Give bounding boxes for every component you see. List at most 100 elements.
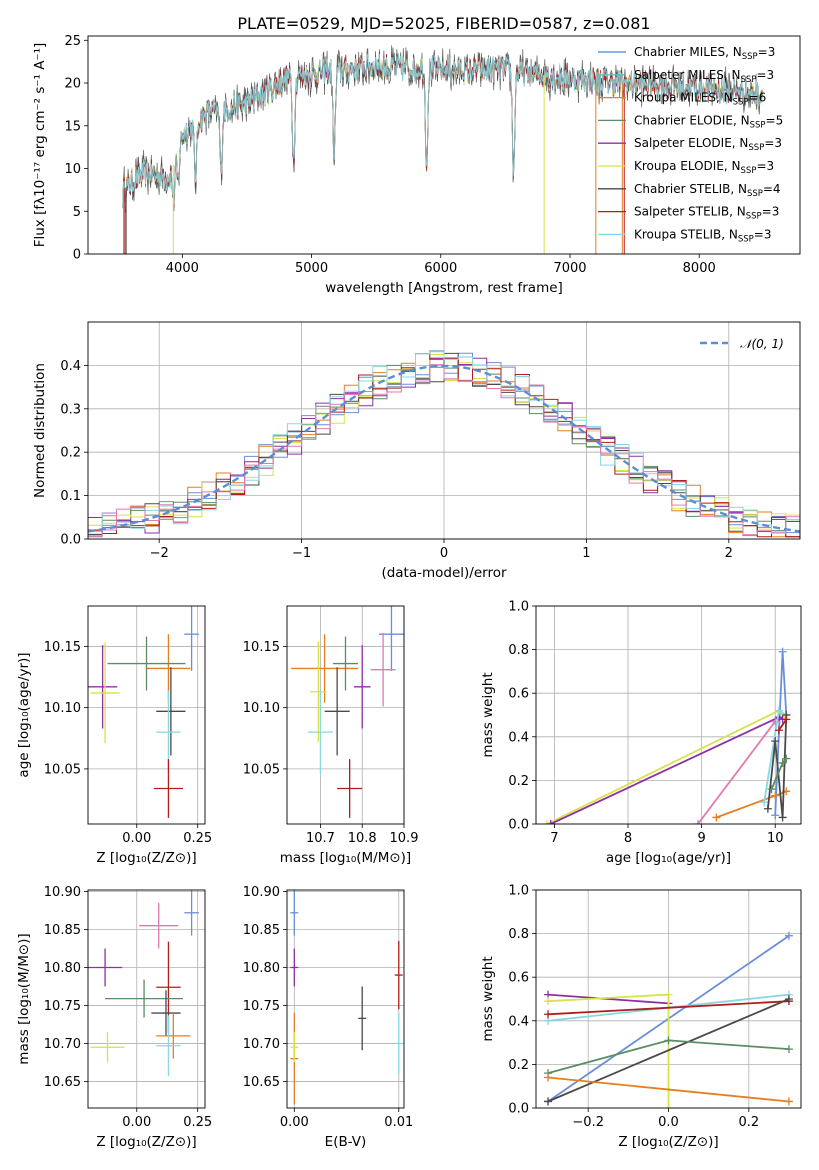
weight-line [767, 714, 788, 818]
x-axis-label: mass [log₁₀(M/M⊙)] [280, 850, 411, 866]
y-tick-label: 10.75 [243, 999, 280, 1014]
x-tick-label: 10.9 [390, 831, 419, 846]
x-axis-label: Z [log₁₀(Z/Z⊙)] [618, 1134, 718, 1150]
weight-point-marker [763, 804, 772, 813]
grid-lines [536, 605, 801, 825]
weight-point-marker [784, 1097, 793, 1106]
legend-entry: Salpeter ELODIE, NSSP=3 [634, 136, 782, 153]
weight-point-marker [782, 754, 791, 763]
weight-point-marker [543, 820, 552, 824]
legend-nssp-value: =3 [756, 68, 774, 82]
mass-vs-reddening-panel: 0.00 0.01 10.65 10.70 10.75 10.80 10.85 10.90 E(… [243, 885, 413, 1150]
ticks: 0.00 0.25 10.05 10.10 10.15 [44, 640, 212, 846]
spectrum-lines [122, 45, 763, 254]
y-axis-label: Flux [fλ10⁻¹⁷ erg cm⁻² s⁻¹ A⁻¹] [32, 43, 48, 248]
y-tick-label: 0.0 [508, 1102, 529, 1117]
data-point [151, 990, 181, 1036]
y-tick-label: 15 [64, 119, 81, 134]
y-tick-label: 10.80 [243, 961, 280, 976]
legend-nssp-value: =3 [764, 136, 782, 150]
spectrum-panel: 4000 5000 6000 7000 8000 0 5 10 15 20 25 wavelength… [32, 34, 801, 296]
weight-line [697, 720, 776, 824]
data-point [153, 759, 184, 818]
x-tick-label: 0.25 [183, 831, 212, 846]
legend-model-name: Kroupa STELIB, N [634, 227, 738, 241]
weight-point-marker [712, 813, 721, 822]
y-tick-label: 10 [64, 162, 81, 177]
legend-nssp-value: =3 [758, 45, 776, 59]
weight-point-marker [778, 813, 787, 822]
y-tick-label: 10.15 [243, 640, 280, 655]
weight-line [547, 1000, 790, 1016]
x-tick-label: 10 [767, 831, 784, 846]
grid-lines [287, 890, 404, 1108]
y-tick-label: 10.65 [243, 1075, 280, 1090]
ticks: 10.7 10.8 10.9 10.05 10.10 10.15 [243, 640, 419, 846]
error-bar-points [88, 606, 199, 818]
legend-model-name: Kroupa MILES, N [634, 91, 733, 105]
data-point [156, 1015, 181, 1077]
data-point [370, 632, 396, 707]
x-tick-label: 0.0 [658, 1115, 679, 1130]
y-tick-label: 5 [73, 205, 81, 220]
normal-reference-curve [88, 364, 800, 533]
legend: 𝒩(0, 1) [700, 337, 784, 351]
data-point [358, 986, 367, 1051]
ticks: 0.00 0.25 10.65 10.70 10.75 10.80 10.85 10.90 [44, 885, 212, 1130]
y-tick-label: 10.75 [44, 999, 81, 1014]
y-tick-label: 25 [64, 34, 81, 49]
x-tick-label: 5000 [295, 261, 328, 276]
y-tick-label: 0.8 [508, 643, 529, 658]
x-tick-label: 0.25 [183, 1115, 212, 1130]
y-tick-label: 0.6 [508, 971, 529, 986]
y-tick-label: 1.0 [508, 884, 529, 899]
axes-frame [87, 605, 206, 825]
y-tick-label: 0.0 [508, 818, 529, 833]
legend-subscript: SSP [741, 75, 757, 85]
y-tick-label: 10.05 [44, 762, 81, 777]
legend-entry: Kroupa ELODIE, NSSP=3 [634, 159, 774, 176]
x-axis-label: E(B-V) [325, 1134, 367, 1150]
weight-point-marker [784, 1045, 793, 1054]
legend-model-name: Chabrier ELODIE, N [634, 113, 750, 127]
axes-frame [87, 321, 801, 540]
data-point [290, 948, 299, 987]
x-tick-label: −2 [150, 546, 169, 561]
data-point [394, 940, 403, 1010]
x-tick-label: 6000 [424, 261, 457, 276]
data-point [184, 606, 199, 671]
y-tick-label: 0.4 [508, 730, 529, 745]
legend-entry: 𝒩(0, 1) [740, 337, 784, 351]
x-tick-label: 8 [624, 831, 632, 846]
legend-subscript: SSP [747, 189, 763, 199]
weight-point-marker [544, 1073, 553, 1082]
y-tick-label: 10.05 [243, 762, 280, 777]
weight-line [547, 993, 669, 1005]
weight-point-marker [771, 791, 780, 800]
x-tick-label: 9 [697, 831, 705, 846]
data-point [90, 1032, 125, 1063]
y-tick-label: 10.85 [243, 923, 280, 938]
legend-model-name: Chabrier STELIB, N [634, 182, 747, 196]
x-tick-label: 0.2 [738, 1115, 759, 1130]
spectrum-line [122, 53, 763, 204]
y-axis-label: age [log₁₀(age/yr)] [16, 652, 32, 777]
legend-subscript: SSP [748, 143, 764, 153]
legend-model-name: Salpeter STELIB, N [634, 205, 746, 219]
x-axis-label: Z [log₁₀(Z/Z⊙)] [96, 1134, 196, 1150]
weight-point-marker [544, 1097, 553, 1106]
weight-point-marker [771, 811, 780, 820]
weight-point-marker [760, 798, 769, 807]
x-axis-label: (data-model)/error [381, 565, 507, 581]
weight-point-marker [774, 706, 783, 715]
weight-point-marker [778, 758, 787, 767]
legend-model-name: Salpeter ELODIE, N [634, 136, 748, 150]
y-tick-label: 0.2 [508, 1058, 529, 1073]
y-tick-label: 0.1 [60, 489, 81, 504]
histogram-panel: −2 −1 0 1 2 0.0 0.1 0.2 0.3 0.4 (data-model)/error… [32, 321, 801, 581]
x-tick-label: 0.00 [122, 831, 151, 846]
x-axis-label: age [log₁₀(age/yr)] [606, 850, 731, 866]
x-axis-label: Z [log₁₀(Z/Z⊙)] [96, 850, 196, 866]
data-point [88, 948, 123, 987]
data-point [105, 979, 184, 1018]
